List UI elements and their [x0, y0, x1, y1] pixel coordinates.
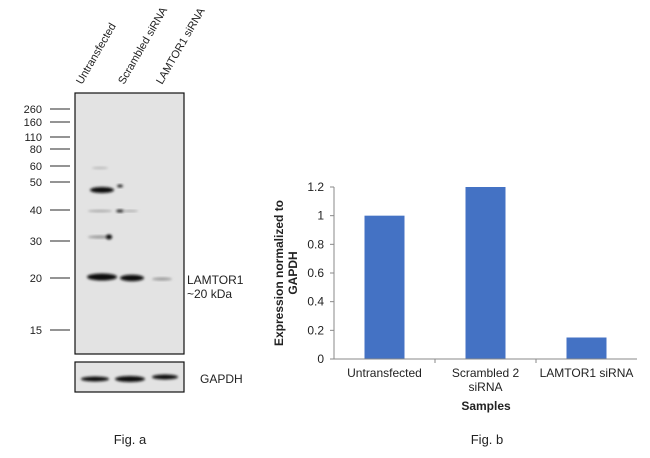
bar-3: [566, 337, 607, 359]
y-tick-label: 0.2: [307, 323, 324, 337]
marker-label: 30: [30, 236, 42, 248]
x-tick-label: siRNA: [468, 380, 502, 394]
bar-2: [465, 187, 506, 359]
x-axis-title: Samples: [461, 399, 511, 413]
x-tick-label: LAMTOR1 siRNA: [540, 366, 634, 380]
marker-label: 80: [30, 144, 42, 156]
x-tick-label: Untransfected: [347, 366, 422, 380]
caption-fig-a: Fig. a: [114, 432, 147, 447]
marker-label: 160: [24, 117, 42, 129]
blot-bands: [87, 166, 172, 282]
marker-label: 110: [24, 132, 42, 144]
band: [152, 277, 172, 281]
gapdh-band: [115, 376, 145, 382]
target-size: ~20 kDa: [187, 287, 232, 301]
band: [106, 234, 112, 240]
loading-control-label: GAPDH: [200, 372, 243, 386]
band: [122, 210, 138, 212]
band: [116, 209, 124, 213]
y-axis-title-line1: Expression normalized to: [272, 200, 286, 346]
marker-label: 60: [30, 161, 42, 173]
y-tick-label: 0.4: [307, 295, 324, 309]
marker-label: 50: [30, 177, 42, 189]
caption-fig-b: Fig. b: [471, 432, 504, 447]
lane-label: Untransfected: [74, 21, 119, 86]
marker-label: 260: [24, 104, 42, 116]
band: [88, 209, 112, 213]
y-tick-label: 0.8: [307, 237, 324, 251]
band: [90, 187, 114, 193]
band: [87, 273, 117, 281]
marker-label: 40: [30, 205, 42, 217]
gapdh-band: [152, 374, 178, 380]
x-tick-label: Scrambled 2: [452, 366, 520, 380]
y-tick-label: 1: [317, 209, 324, 223]
bar-chart: 0 0.2 0.4 0.6 0.8 1 1.2 Untransfected Scrambled…: [272, 180, 637, 447]
y-tick-label: 0: [317, 352, 324, 366]
marker-label: 20: [30, 273, 42, 285]
band: [117, 184, 123, 188]
y-tick-label: 0.6: [307, 266, 324, 280]
y-axis-title-line2: GAPDH: [286, 251, 300, 294]
bar-1: [364, 215, 405, 359]
band: [120, 274, 144, 282]
target-label: LAMTOR1: [187, 273, 244, 287]
gapdh-band: [81, 376, 109, 382]
blot-membrane: [74, 92, 185, 355]
band: [88, 235, 112, 239]
y-tick-label: 1.2: [307, 180, 324, 194]
band: [92, 166, 108, 170]
marker-label: 15: [30, 325, 42, 337]
